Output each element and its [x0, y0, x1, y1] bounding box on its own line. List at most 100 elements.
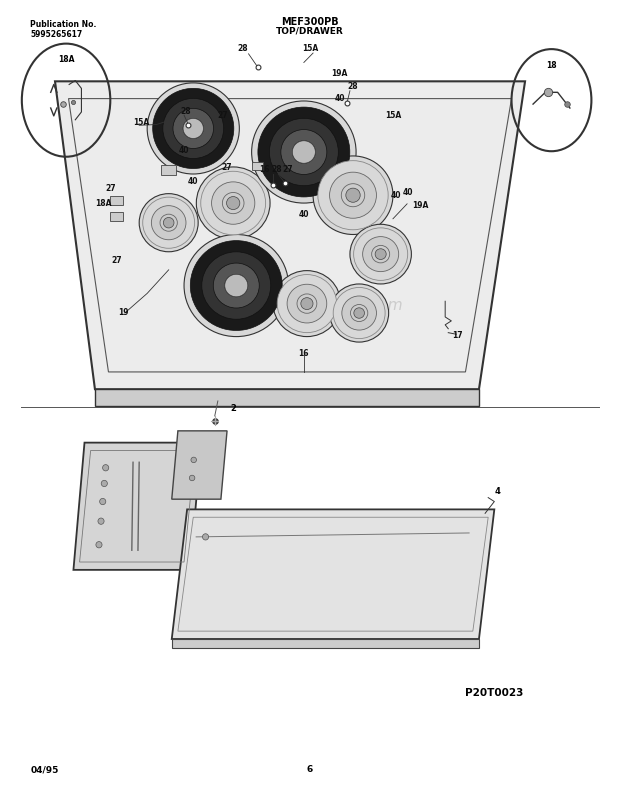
Ellipse shape — [301, 297, 313, 309]
Text: 40: 40 — [188, 177, 198, 187]
Text: 2: 2 — [230, 403, 236, 413]
Ellipse shape — [151, 206, 186, 240]
Text: TOP/DRAWER: TOP/DRAWER — [276, 26, 344, 36]
Text: 15A: 15A — [302, 44, 318, 53]
Ellipse shape — [100, 498, 106, 505]
Ellipse shape — [189, 475, 195, 481]
Text: 40: 40 — [334, 94, 345, 103]
Ellipse shape — [371, 245, 390, 263]
Ellipse shape — [330, 284, 389, 342]
Text: 27: 27 — [105, 184, 115, 193]
Ellipse shape — [225, 274, 248, 297]
Text: 16: 16 — [299, 350, 309, 358]
Ellipse shape — [277, 274, 337, 333]
Ellipse shape — [139, 194, 198, 252]
Ellipse shape — [163, 218, 174, 228]
Ellipse shape — [202, 252, 271, 320]
Text: 19: 19 — [118, 308, 129, 316]
Ellipse shape — [313, 156, 393, 234]
Ellipse shape — [153, 89, 234, 168]
Ellipse shape — [143, 197, 195, 248]
Text: 15A: 15A — [385, 112, 401, 120]
Ellipse shape — [163, 98, 224, 158]
Ellipse shape — [273, 271, 341, 337]
Ellipse shape — [183, 119, 203, 138]
Polygon shape — [252, 162, 264, 170]
Ellipse shape — [341, 184, 365, 206]
Ellipse shape — [213, 263, 259, 308]
Text: 40: 40 — [179, 146, 189, 155]
Text: 28: 28 — [348, 82, 358, 91]
Text: 27: 27 — [222, 163, 232, 172]
Polygon shape — [95, 389, 479, 407]
Ellipse shape — [258, 107, 350, 197]
Ellipse shape — [293, 141, 316, 163]
Text: 04/95: 04/95 — [30, 765, 59, 774]
Ellipse shape — [173, 108, 213, 149]
Ellipse shape — [96, 542, 102, 548]
Polygon shape — [73, 443, 202, 570]
Polygon shape — [172, 639, 479, 649]
Polygon shape — [161, 165, 176, 175]
Ellipse shape — [333, 287, 385, 339]
Ellipse shape — [197, 167, 270, 239]
Ellipse shape — [184, 234, 288, 337]
Text: 27: 27 — [111, 256, 122, 265]
Text: MEF300PB: MEF300PB — [281, 17, 339, 27]
Text: 40: 40 — [391, 191, 401, 199]
Ellipse shape — [201, 172, 265, 235]
Polygon shape — [55, 81, 525, 389]
Text: 18A: 18A — [95, 199, 111, 207]
Text: 40: 40 — [403, 188, 414, 198]
Text: 28: 28 — [180, 107, 191, 115]
Text: 19A: 19A — [412, 201, 429, 210]
Ellipse shape — [375, 248, 386, 259]
Text: 18: 18 — [546, 61, 557, 70]
Ellipse shape — [98, 518, 104, 524]
Ellipse shape — [225, 274, 248, 297]
Ellipse shape — [342, 296, 376, 330]
Ellipse shape — [203, 534, 208, 540]
Text: 5995265617: 5995265617 — [30, 30, 82, 40]
Polygon shape — [172, 509, 494, 639]
Ellipse shape — [147, 83, 239, 174]
Ellipse shape — [363, 237, 399, 271]
Ellipse shape — [190, 240, 282, 331]
Text: 4: 4 — [494, 487, 500, 496]
Text: 27: 27 — [282, 165, 293, 174]
Ellipse shape — [183, 119, 203, 138]
Ellipse shape — [160, 214, 177, 231]
Text: 15A: 15A — [133, 118, 149, 127]
Ellipse shape — [102, 464, 108, 471]
Ellipse shape — [101, 480, 107, 486]
Ellipse shape — [318, 161, 388, 229]
Ellipse shape — [269, 119, 339, 186]
Ellipse shape — [293, 141, 316, 163]
Text: Publication No.: Publication No. — [30, 20, 97, 29]
Text: 28: 28 — [237, 44, 248, 53]
Ellipse shape — [346, 188, 360, 202]
Text: 40: 40 — [299, 210, 309, 219]
Polygon shape — [110, 196, 123, 205]
Text: 18A: 18A — [58, 55, 74, 64]
Ellipse shape — [226, 196, 240, 210]
Ellipse shape — [350, 225, 412, 284]
Ellipse shape — [297, 294, 317, 313]
Ellipse shape — [354, 308, 365, 318]
Polygon shape — [172, 431, 227, 499]
Text: 16: 16 — [259, 165, 269, 174]
Text: 28: 28 — [271, 165, 281, 174]
Ellipse shape — [330, 172, 376, 218]
Text: eReplacementParts.com: eReplacementParts.com — [216, 297, 404, 312]
Ellipse shape — [350, 305, 368, 322]
Ellipse shape — [211, 182, 255, 225]
Text: 6: 6 — [307, 765, 313, 774]
Text: 27: 27 — [218, 112, 228, 120]
Text: 19A: 19A — [331, 69, 348, 78]
Ellipse shape — [223, 192, 244, 214]
Ellipse shape — [252, 101, 356, 203]
Polygon shape — [110, 212, 123, 221]
Text: 17: 17 — [452, 331, 463, 339]
Ellipse shape — [191, 457, 197, 463]
Text: P20T0023: P20T0023 — [465, 688, 523, 698]
